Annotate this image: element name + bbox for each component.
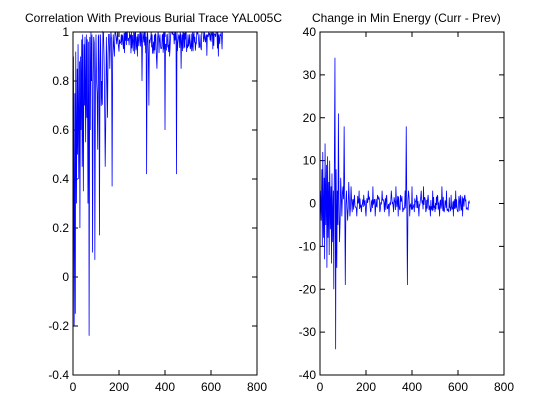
y-tick-label: 0.8 — [52, 74, 69, 88]
x-tick-label: 400 — [402, 380, 422, 394]
y-tick-label: 0 — [309, 197, 316, 211]
y-tick-label: -40 — [299, 368, 317, 382]
correlation-chart: Correlation With Previous Burial Trace Y… — [25, 11, 282, 394]
y-tick-label: 10 — [303, 154, 317, 168]
y-tick-label: -0.2 — [48, 319, 69, 333]
y-axis: -40 -30 -20 -10 0 10 20 30 40 — [299, 25, 504, 382]
x-tick-label: 600 — [201, 380, 221, 394]
y-tick-label: 20 — [303, 111, 317, 125]
y-tick-label: 0 — [62, 270, 69, 284]
x-tick-label: 0 — [317, 380, 324, 394]
y-axis: -0.4 -0.2 0 0.2 0.4 0.6 0.8 1 — [48, 25, 257, 382]
y-tick-label: -10 — [299, 239, 317, 253]
x-tick-label: 800 — [247, 380, 267, 394]
x-axis: 0 200 400 600 800 — [317, 32, 514, 394]
y-tick-label: 0.4 — [52, 172, 69, 186]
energy-change-chart: Change in Min Energy (Curr - Prev) -40 -3… — [299, 11, 515, 394]
x-tick-label: 800 — [494, 380, 514, 394]
x-tick-label: 200 — [109, 380, 129, 394]
plot-frame — [72, 31, 258, 376]
chart-title: Change in Min Energy (Curr - Prev) — [312, 11, 501, 25]
plot-frame — [319, 31, 505, 376]
y-tick-label: 40 — [303, 25, 317, 39]
chart-title: Correlation With Previous Burial Trace Y… — [25, 11, 282, 25]
y-tick-label: -0.4 — [48, 368, 69, 382]
y-tick-label: -20 — [299, 282, 317, 296]
y-tick-label: 0.6 — [52, 123, 69, 137]
y-tick-label: 30 — [303, 68, 317, 82]
series-line — [320, 57, 470, 350]
y-tick-label: -30 — [299, 325, 317, 339]
x-tick-label: 200 — [356, 380, 376, 394]
y-tick-label: 0.2 — [52, 221, 69, 235]
y-tick-label: 1 — [62, 25, 69, 39]
series-line — [73, 30, 223, 336]
x-axis: 0 200 400 600 800 — [70, 32, 267, 394]
x-tick-label: 400 — [155, 380, 175, 394]
x-tick-label: 600 — [448, 380, 468, 394]
x-tick-label: 0 — [70, 380, 77, 394]
